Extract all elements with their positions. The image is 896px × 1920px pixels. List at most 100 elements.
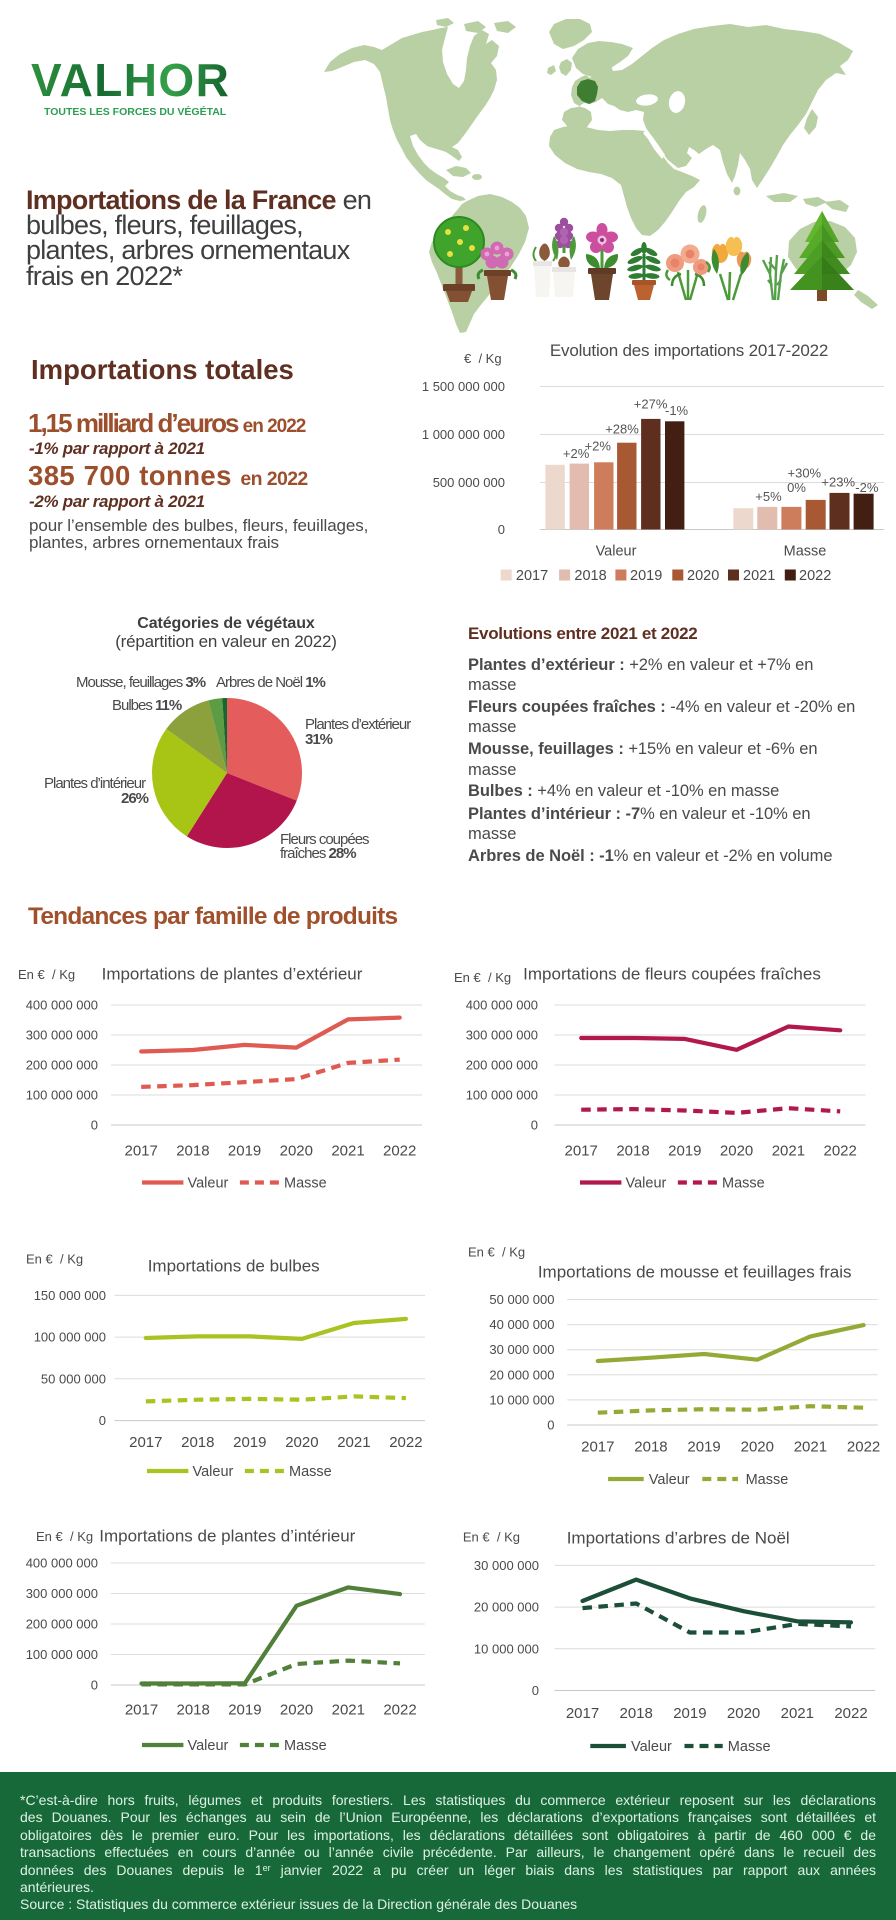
svg-text:2020: 2020 [285,1434,318,1451]
svg-text:2018: 2018 [177,1702,210,1719]
svg-text:2021: 2021 [781,1705,814,1722]
svg-text:0: 0 [547,1418,554,1433]
svg-text:Masse: Masse [284,1738,327,1754]
svg-text:+2%: +2% [585,439,612,454]
svg-text:2021: 2021 [332,1702,365,1719]
svg-text:-1%: -1% [665,403,689,418]
svg-text:+2%: +2% [563,446,590,461]
svg-text:Valeur: Valeur [188,1738,229,1754]
svg-text:Importations de bulbes: Importations de bulbes [148,1257,320,1276]
svg-text:2018: 2018 [574,568,606,584]
svg-text:200 000 000: 200 000 000 [26,1617,98,1632]
svg-text:2022: 2022 [824,1143,857,1160]
svg-text:En € / Kg: En € / Kg [468,1245,525,1260]
svg-text:2017: 2017 [581,1439,614,1456]
svg-text:2021: 2021 [794,1439,827,1456]
svg-text:Importations de mousse et feui: Importations de mousse et feuillages fra… [538,1263,852,1282]
svg-text:2021: 2021 [743,568,775,584]
svg-text:200 000 000: 200 000 000 [26,1058,98,1073]
svg-text:400 000 000: 400 000 000 [26,998,98,1013]
svg-text:+30%: +30% [788,465,822,480]
svg-text:2017: 2017 [565,1143,598,1160]
svg-text:2019: 2019 [228,1143,261,1160]
svg-text:2020: 2020 [280,1702,313,1719]
svg-text:10 000 000: 10 000 000 [474,1641,539,1656]
svg-text:0%: 0% [787,480,806,495]
svg-text:2022: 2022 [799,568,831,584]
svg-text:2018: 2018 [620,1705,653,1722]
svg-text:2018: 2018 [634,1439,667,1456]
svg-text:2017: 2017 [566,1705,599,1722]
svg-text:2017: 2017 [129,1434,162,1451]
svg-text:Masse: Masse [728,1739,771,1755]
svg-text:2018: 2018 [181,1434,214,1451]
svg-text:2017: 2017 [516,568,548,584]
svg-text:2019: 2019 [228,1702,261,1719]
svg-text:En € / Kg: En € / Kg [454,970,511,985]
svg-text:-2%: -2% [855,480,879,495]
svg-text:2022: 2022 [383,1143,416,1160]
svg-text:2020: 2020 [727,1705,760,1722]
svg-text:En € / Kg: En € / Kg [463,1530,520,1545]
svg-text:+28%: +28% [605,422,639,437]
svg-text:20 000 000: 20 000 000 [474,1600,539,1615]
svg-text:2022: 2022 [847,1439,880,1456]
svg-text:20 000 000: 20 000 000 [489,1367,554,1382]
svg-text:300 000 000: 300 000 000 [466,1028,538,1043]
svg-text:2022: 2022 [389,1434,422,1451]
svg-text:0: 0 [531,1118,538,1133]
svg-text:Valeur: Valeur [193,1464,234,1480]
svg-text:Importations de plantes d’inté: Importations de plantes d’intérieur [99,1527,355,1546]
svg-text:1 500 000 000: 1 500 000 000 [422,379,505,394]
svg-text:2020: 2020 [720,1143,753,1160]
svg-text:30 000 000: 30 000 000 [474,1558,539,1573]
svg-text:0: 0 [91,1678,98,1693]
svg-text:400 000 000: 400 000 000 [26,1556,98,1571]
svg-text:500 000 000: 500 000 000 [433,475,505,490]
svg-text:300 000 000: 300 000 000 [26,1586,98,1601]
svg-text:Valeur: Valeur [596,543,637,559]
svg-text:40 000 000: 40 000 000 [489,1317,554,1332]
svg-text:0: 0 [498,522,505,537]
svg-text:2017: 2017 [125,1143,158,1160]
svg-text:300 000 000: 300 000 000 [26,1028,98,1043]
svg-text:100 000 000: 100 000 000 [26,1647,98,1662]
svg-text:+5%: +5% [755,489,782,504]
svg-text:2021: 2021 [337,1434,370,1451]
svg-text:Masse: Masse [722,1176,765,1192]
svg-text:2019: 2019 [687,1439,720,1456]
svg-text:0: 0 [532,1683,539,1698]
svg-text:2021: 2021 [331,1143,364,1160]
svg-text:+27%: +27% [634,397,668,412]
svg-text:Valeur: Valeur [631,1739,672,1755]
svg-text:€ / Kg: € / Kg [464,351,502,366]
svg-text:Valeur: Valeur [188,1176,229,1192]
svg-text:2017: 2017 [125,1702,158,1719]
svg-text:2018: 2018 [176,1143,209,1160]
svg-text:En € / Kg: En € / Kg [36,1529,93,1544]
svg-text:Importations de fleurs coupées: Importations de fleurs coupées fraîches [523,965,821,984]
svg-text:100 000 000: 100 000 000 [26,1088,98,1103]
svg-text:En € / Kg: En € / Kg [26,1252,83,1267]
svg-text:10 000 000: 10 000 000 [489,1392,554,1407]
svg-text:Masse: Masse [746,1472,789,1488]
svg-text:2022: 2022 [383,1702,416,1719]
svg-text:Masse: Masse [289,1464,332,1480]
svg-text:50 000 000: 50 000 000 [489,1292,554,1307]
svg-text:2019: 2019 [233,1434,266,1451]
svg-text:2019: 2019 [630,568,662,584]
svg-text:Masse: Masse [284,1176,327,1192]
svg-text:Importations d’arbres de Noël: Importations d’arbres de Noël [567,1529,790,1548]
svg-text:2018: 2018 [616,1143,649,1160]
svg-text:50 000 000: 50 000 000 [41,1371,106,1386]
svg-text:Evolution des importations 201: Evolution des importations 2017-2022 [550,341,828,360]
svg-text:0: 0 [99,1413,106,1428]
svg-text:2019: 2019 [673,1705,706,1722]
svg-text:Valeur: Valeur [626,1176,667,1192]
svg-text:+23%: +23% [821,475,855,490]
svg-text:2022: 2022 [834,1705,867,1722]
svg-text:En € / Kg: En € / Kg [18,967,75,982]
svg-text:2020: 2020 [741,1439,774,1456]
svg-text:Valeur: Valeur [649,1472,690,1488]
svg-text:2021: 2021 [772,1143,805,1160]
